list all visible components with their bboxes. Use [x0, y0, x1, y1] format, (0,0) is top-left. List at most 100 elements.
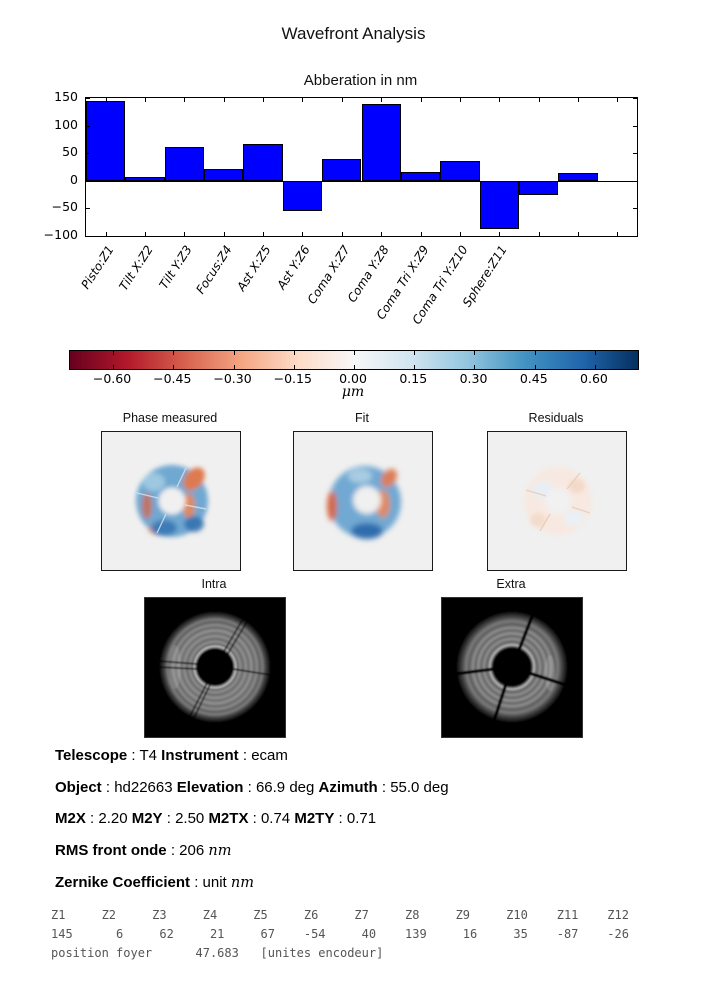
zero-line — [86, 180, 637, 182]
info-label: M2TX — [208, 810, 249, 827]
colorbar — [69, 350, 639, 370]
y-tick — [633, 98, 637, 99]
x-tick — [263, 232, 265, 236]
info-label: Telescope — [55, 747, 128, 764]
page-title: Wavefront Analysis — [281, 24, 426, 43]
bar — [125, 177, 165, 181]
y-tick — [86, 98, 90, 99]
telescope-info-block: Telescope : T4 Instrument : ecam Object :… — [55, 746, 655, 906]
info-line: Telescope : T4 Instrument : ecam — [55, 746, 655, 765]
colorbar-tick-label: 0.15 — [399, 371, 428, 386]
intra-title: Intra — [201, 577, 227, 591]
y-tick — [633, 208, 637, 210]
x-tick — [223, 232, 225, 236]
colorbar-tick — [594, 365, 596, 369]
x-tick — [420, 98, 422, 102]
info-label: Azimuth — [318, 778, 378, 796]
y-tick — [633, 236, 637, 237]
colorbar-tick — [293, 351, 295, 355]
colorbar-tick — [594, 351, 596, 355]
fit-title: Fit — [355, 411, 369, 425]
info-value: : 55.0 deg — [377, 778, 449, 796]
bar-chart-title: Abberation in nm — [303, 72, 418, 89]
bar-chart-y-axis-labels: 150 100 50 0 −50 −100 — [25, 89, 78, 242]
x-tick — [381, 98, 383, 102]
x-tick — [223, 98, 225, 102]
colorbar-tick — [354, 351, 355, 355]
bar — [282, 180, 323, 211]
info-value: : T4 — [127, 747, 162, 764]
colorbar-tick — [534, 351, 536, 355]
colorbar-tick — [293, 365, 295, 369]
x-tick — [420, 232, 422, 236]
x-tick — [538, 98, 540, 102]
residuals-panel — [487, 431, 627, 571]
x-tick — [341, 98, 343, 102]
colorbar-tick — [113, 351, 115, 355]
zernike-coefficients-table: Z1 Z2 Z3 Z4 Z5 Z6 Z7 Z8 Z9 Z10 Z11 Z12 1… — [51, 908, 629, 960]
colorbar-tick-label: −0.45 — [153, 371, 192, 386]
x-tick — [617, 98, 619, 102]
y-tick — [633, 180, 637, 182]
extra-image — [442, 598, 582, 737]
y-tick-label: −50 — [51, 199, 78, 215]
colorbar-tick — [113, 365, 115, 369]
y-tick — [633, 125, 637, 127]
info-value: : 0.74 — [248, 810, 295, 827]
bar — [479, 180, 519, 229]
x-tick — [105, 98, 107, 102]
info-unit: nm — [208, 842, 232, 859]
colorbar-unit-label: μm — [341, 384, 365, 400]
x-tick — [184, 232, 186, 236]
x-tick — [499, 232, 501, 236]
x-tick — [145, 232, 147, 236]
info-line: M2X : 2.20 M2Y : 2.50 M2TX : 0.74 M2TY :… — [55, 809, 655, 828]
y-tick-label: 50 — [62, 144, 78, 160]
x-tick — [577, 232, 579, 236]
info-value: : 2.50 — [162, 810, 209, 827]
y-tick-label: 150 — [54, 89, 78, 104]
colorbar-tick-label: −0.30 — [213, 371, 252, 386]
info-value: : unit — [190, 874, 231, 891]
x-tick — [302, 98, 304, 102]
bar — [518, 180, 559, 196]
extra-image-panel — [441, 597, 583, 738]
x-tick — [302, 232, 304, 236]
info-value: : ecam — [238, 747, 288, 764]
colorbar-tick-label: 0.00 — [339, 371, 367, 386]
x-tick — [105, 232, 107, 236]
x-tick — [577, 98, 579, 102]
fit-image — [327, 466, 401, 539]
bar — [361, 104, 401, 181]
colorbar-tick — [233, 351, 235, 355]
y-tick — [86, 208, 90, 210]
x-tick — [459, 98, 461, 102]
bar — [164, 146, 205, 181]
x-tick — [617, 232, 619, 236]
colorbar-tick-label: −0.60 — [92, 371, 132, 386]
colorbar-tick — [474, 365, 476, 369]
bar — [440, 161, 480, 181]
info-value: : 2.20 — [85, 810, 132, 827]
colorbar-tick — [173, 351, 175, 355]
x-tick — [538, 232, 540, 236]
info-label: M2Y — [131, 810, 163, 827]
info-line: RMS front onde : 206 nm — [55, 841, 655, 861]
info-line: Object : hd22663 Elevation : 66.9 deg Az… — [55, 778, 655, 797]
intra-image — [145, 598, 285, 737]
y-tick-label: 0 — [70, 171, 78, 187]
colorbar-tick — [414, 365, 416, 369]
x-tick — [381, 232, 383, 236]
phase-measured-panel — [101, 431, 241, 571]
y-tick-label: −100 — [43, 227, 78, 242]
y-tick — [633, 153, 637, 155]
colorbar-tick — [474, 351, 476, 355]
info-label: Object — [55, 778, 102, 796]
bar — [322, 158, 362, 181]
info-unit: nm — [230, 875, 254, 891]
info-label: RMS front onde — [55, 841, 167, 859]
x-tick — [184, 98, 186, 102]
bar — [400, 171, 441, 181]
info-label: M2TY — [294, 810, 335, 827]
